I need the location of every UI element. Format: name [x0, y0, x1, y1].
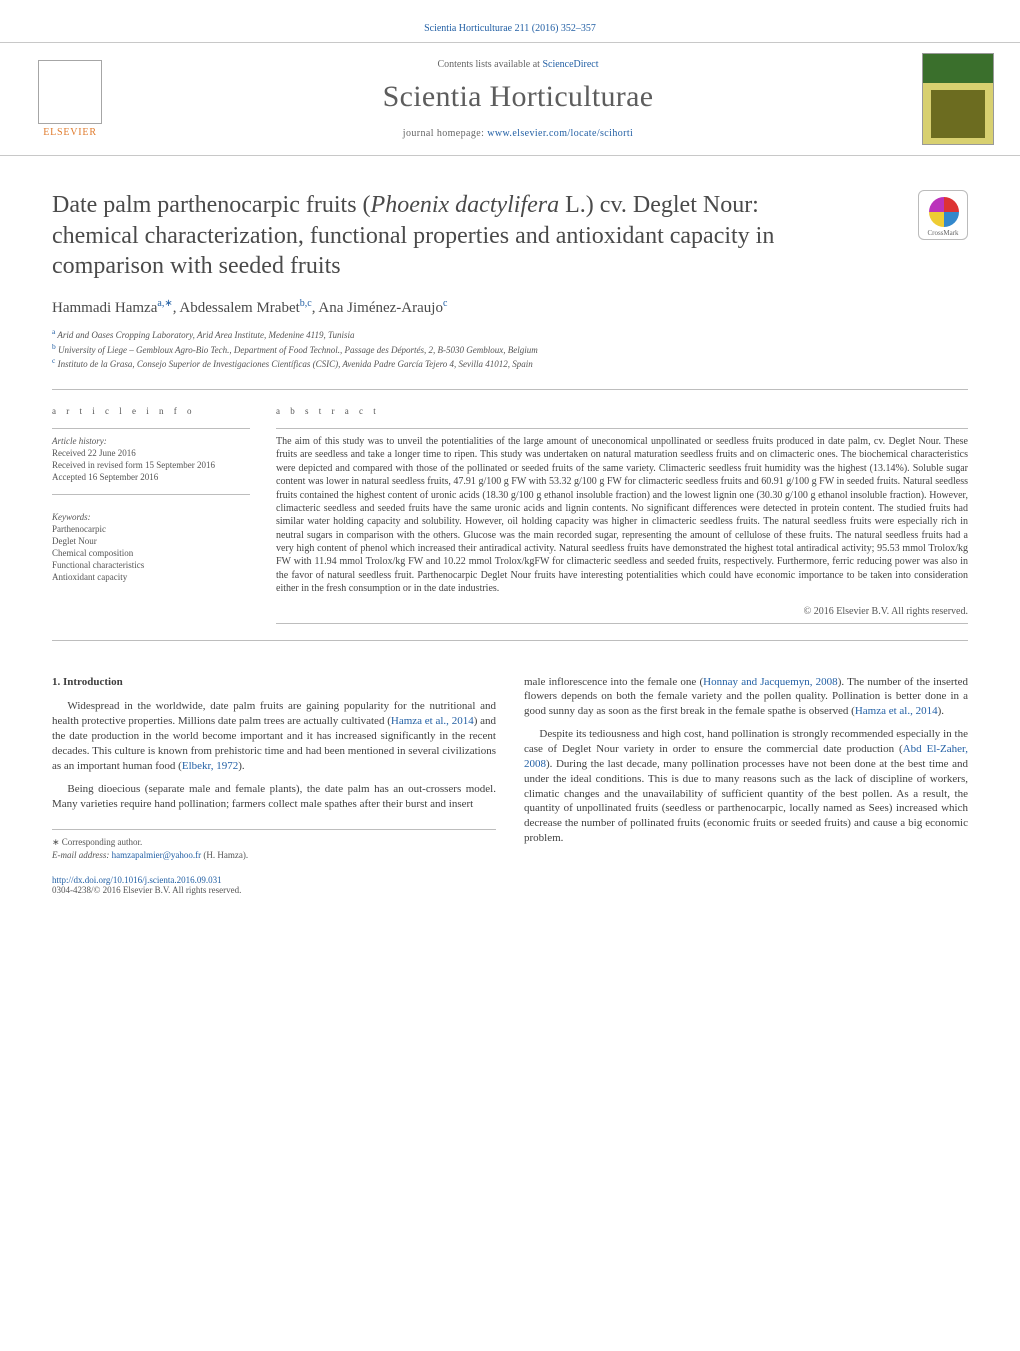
journal-name: Scientia Horticulturae	[114, 80, 922, 114]
divider	[52, 428, 250, 429]
email-who: (H. Hamza).	[201, 850, 248, 860]
history-revised: Received in revised form 15 September 20…	[52, 459, 250, 471]
p3-text-a: male inflorescence into the female one (	[524, 676, 703, 688]
history-received: Received 22 June 2016	[52, 447, 250, 459]
contents-available-line: Contents lists available at ScienceDirec…	[114, 59, 922, 70]
author-3: Ana Jiménez-Araujo	[318, 300, 443, 316]
author-1: Hammadi Hamza	[52, 300, 157, 316]
keyword-3: Chemical composition	[52, 547, 250, 559]
crossmark-badge[interactable]	[918, 190, 968, 240]
author-1-affil-sup: a,∗	[157, 298, 172, 309]
citation-link[interactable]: Honnay and Jacquemyn, 2008	[703, 676, 838, 688]
journal-homepage-line: journal homepage: www.elsevier.com/locat…	[114, 128, 922, 139]
article-history-head: Article history:	[52, 435, 250, 447]
abstract-label: a b s t r a c t	[276, 406, 968, 416]
elsevier-tree-icon	[38, 60, 102, 124]
sciencedirect-link[interactable]: ScienceDirect	[542, 59, 598, 70]
keyword-4: Functional characteristics	[52, 559, 250, 571]
affil-c: Instituto de la Grasa, Consejo Superior …	[55, 359, 532, 369]
author-2-affil-sup: b,c	[300, 298, 312, 309]
p4-text-b: ). During the last decade, many pollinat…	[524, 758, 968, 844]
keyword-1: Parthenocarpic	[52, 523, 250, 535]
divider	[276, 428, 968, 429]
citation-link[interactable]: Hamza et al., 2014	[855, 705, 938, 717]
title-species-italic: Phoenix dactylifera	[371, 192, 560, 218]
affil-a: Arid and Oases Cropping Laboratory, Arid…	[55, 330, 354, 340]
journal-reference: Scientia Horticulturae 211 (2016) 352–35…	[424, 23, 596, 34]
abstract-text: The aim of this study was to unveil the …	[276, 435, 968, 596]
intro-paragraph-1: Widespread in the worldwide, date palm f…	[52, 699, 496, 773]
section-heading-introduction: 1. Introduction	[52, 675, 496, 690]
citation-link[interactable]: Hamza et al., 2014	[391, 715, 474, 727]
keyword-5: Antioxidant capacity	[52, 571, 250, 583]
doi-link[interactable]: http://dx.doi.org/10.1016/j.scienta.2016…	[52, 875, 222, 885]
elsevier-logo: ELSEVIER	[26, 60, 114, 138]
affiliations: a Arid and Oases Cropping Laboratory, Ar…	[0, 321, 1020, 381]
homepage-prefix: journal homepage:	[403, 128, 487, 139]
homepage-link[interactable]: www.elsevier.com/locate/scihorti	[487, 128, 633, 139]
p3-text-c: ).	[938, 705, 944, 717]
email-link[interactable]: hamzapalmier@yahoo.fr	[112, 850, 202, 860]
citation-link[interactable]: Elbekr, 1972	[182, 760, 238, 772]
affil-b: University of Liege – Gembloux Agro-Bio …	[56, 345, 538, 355]
issn-copyright: 0304-4238/© 2016 Elsevier B.V. All right…	[52, 885, 241, 895]
article-title: Date palm parthenocarpic fruits (Phoenix…	[52, 190, 832, 282]
keyword-2: Deglet Nour	[52, 535, 250, 547]
article-info-column: a r t i c l e i n f o Article history: R…	[52, 406, 250, 624]
p1-text-c: ).	[238, 760, 244, 772]
divider	[52, 389, 968, 390]
author-list: Hammadi Hamzaa,∗, Abdessalem Mrabetb,c, …	[0, 290, 1020, 321]
journal-cover-thumbnail	[922, 53, 994, 145]
abstract-copyright: © 2016 Elsevier B.V. All rights reserved…	[276, 606, 968, 617]
body-text: 1. Introduction Widespread in the worldw…	[0, 649, 1020, 871]
corresponding-author-footnote: ∗ Corresponding author. E-mail address: …	[52, 829, 496, 860]
contents-prefix: Contents lists available at	[437, 59, 542, 70]
divider	[276, 623, 968, 624]
elsevier-wordmark: ELSEVIER	[43, 127, 97, 138]
intro-paragraph-4: Despite its tediousness and high cost, h…	[524, 727, 968, 846]
email-label: E-mail address:	[52, 850, 112, 860]
author-3-affil-sup: c	[443, 298, 447, 309]
masthead: ELSEVIER Contents lists available at Sci…	[0, 42, 1020, 156]
keywords-head: Keywords:	[52, 511, 250, 523]
abstract-column: a b s t r a c t The aim of this study wa…	[276, 406, 968, 624]
corr-author-label: ∗ Corresponding author.	[52, 836, 496, 848]
history-accepted: Accepted 16 September 2016	[52, 471, 250, 483]
divider	[52, 494, 250, 495]
intro-paragraph-3: male inflorescence into the female one (…	[524, 675, 968, 720]
author-2: Abdessalem Mrabet	[179, 300, 299, 316]
article-info-label: a r t i c l e i n f o	[52, 406, 250, 416]
p4-text-a: Despite its tediousness and high cost, h…	[524, 728, 968, 755]
intro-paragraph-2: Being dioecious (separate male and femal…	[52, 782, 496, 812]
divider	[52, 640, 968, 641]
doi-footer: http://dx.doi.org/10.1016/j.scienta.2016…	[0, 871, 1020, 915]
title-part-1: Date palm parthenocarpic fruits (	[52, 192, 371, 218]
